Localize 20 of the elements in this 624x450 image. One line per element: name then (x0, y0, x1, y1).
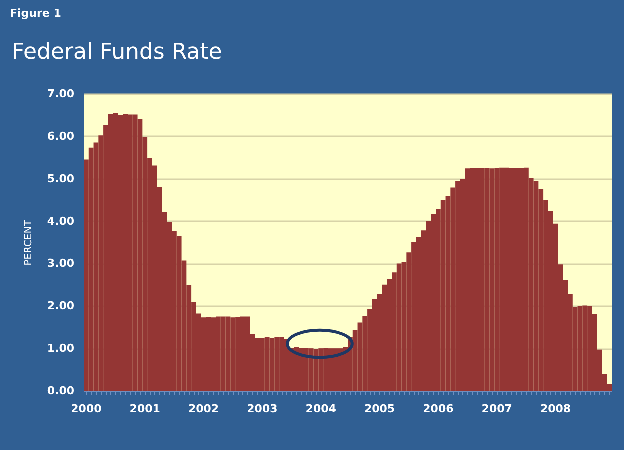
x-tick-label: 2003 (247, 402, 278, 416)
caption: Figure 1 (10, 7, 62, 20)
y-tick-label: 5.00 (47, 172, 75, 186)
y-tick-label: 1.00 (47, 342, 75, 356)
y-tick-label: 2.00 (47, 300, 75, 313)
y-tick-label: 3.00 (47, 257, 75, 270)
y-tick-label: 7.00 (47, 88, 75, 100)
y-tick-label: 6.00 (47, 130, 75, 143)
x-tick-label: 2000 (71, 402, 102, 416)
x-tick-label: 2001 (130, 402, 160, 416)
x-tick-label: 2004 (306, 402, 337, 416)
chart-title: Federal Funds Rate (12, 40, 222, 65)
x-tick-label: 2008 (540, 402, 572, 416)
y-axis-title: PERCENT (23, 219, 34, 266)
x-tick-label: 2007 (482, 402, 512, 416)
x-tick-label: 2002 (188, 402, 220, 416)
x-tick-label: 2005 (364, 402, 396, 416)
y-tick-label: 0.00 (47, 384, 75, 398)
x-tick-label: 2006 (423, 402, 454, 416)
y-tick-label: 4.00 (47, 214, 75, 228)
